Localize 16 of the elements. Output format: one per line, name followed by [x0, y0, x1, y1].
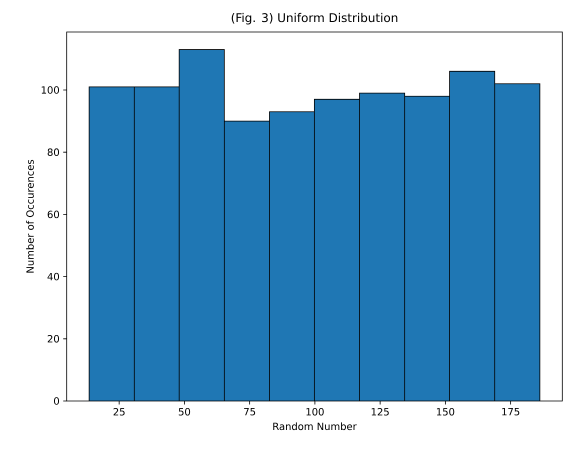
x-axis-title: Random Number: [273, 422, 357, 430]
x-tick-label: 50: [178, 408, 190, 416]
x-tick-label: 75: [244, 408, 256, 416]
y-tick-label: 40: [47, 272, 60, 280]
y-tick-label: 20: [48, 335, 60, 343]
y-tick-label: 100: [42, 86, 60, 94]
x-tick-label: 175: [502, 408, 520, 416]
y-tick-label: 80: [48, 148, 60, 156]
chart-title: (Fig. 3) Uniform Distribution: [232, 12, 398, 24]
x-tick-label: 150: [436, 408, 454, 416]
x-tick-label: 25: [114, 408, 125, 416]
y-tick-label: 60: [48, 210, 60, 218]
y-tick-label: 0: [54, 397, 60, 405]
x-tick-label: 100: [306, 408, 324, 416]
y-axis-title: Number of Occurences: [26, 160, 34, 273]
x-tick-label: 125: [372, 408, 389, 416]
